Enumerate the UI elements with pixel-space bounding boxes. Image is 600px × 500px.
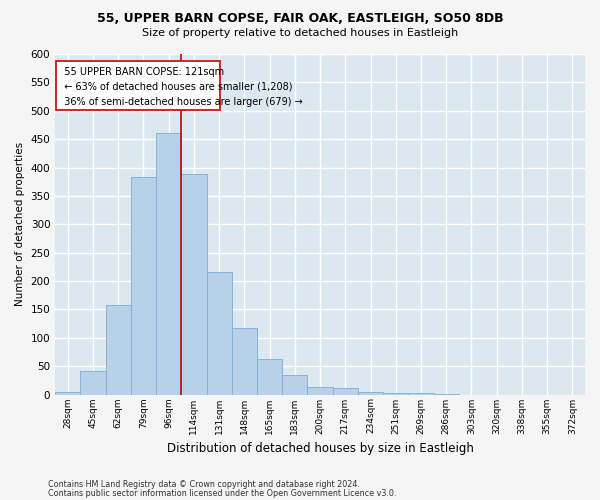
Bar (131, 177, 156, 394)
Bar (156, 134, 181, 394)
Bar (383, 393, 409, 394)
Text: Contains HM Land Registry data © Crown copyright and database right 2024.: Contains HM Land Registry data © Crown c… (48, 480, 360, 489)
Bar (257, 360, 282, 394)
FancyBboxPatch shape (56, 62, 220, 110)
Bar (332, 388, 358, 394)
X-axis label: Distribution of detached houses by size in Eastleigh: Distribution of detached houses by size … (167, 442, 473, 455)
Text: ← 63% of detached houses are smaller (1,208): ← 63% of detached houses are smaller (1,… (58, 82, 293, 92)
Bar (409, 393, 434, 394)
Bar (181, 174, 206, 394)
Text: 36% of semi-detached houses are larger (679) →: 36% of semi-detached houses are larger (… (58, 96, 303, 106)
Bar (358, 392, 383, 394)
Bar (307, 386, 332, 394)
Text: Size of property relative to detached houses in Eastleigh: Size of property relative to detached ho… (142, 28, 458, 38)
Bar (206, 272, 232, 394)
Bar (282, 374, 307, 394)
Bar (80, 370, 106, 394)
Text: Contains public sector information licensed under the Open Government Licence v3: Contains public sector information licen… (48, 488, 397, 498)
Y-axis label: Number of detached properties: Number of detached properties (15, 142, 25, 306)
Bar (232, 328, 257, 394)
Text: 55, UPPER BARN COPSE, FAIR OAK, EASTLEIGH, SO50 8DB: 55, UPPER BARN COPSE, FAIR OAK, EASTLEIG… (97, 12, 503, 26)
Text: 55 UPPER BARN COPSE: 121sqm: 55 UPPER BARN COPSE: 121sqm (58, 67, 224, 77)
Bar (55, 392, 80, 394)
Bar (106, 305, 131, 394)
